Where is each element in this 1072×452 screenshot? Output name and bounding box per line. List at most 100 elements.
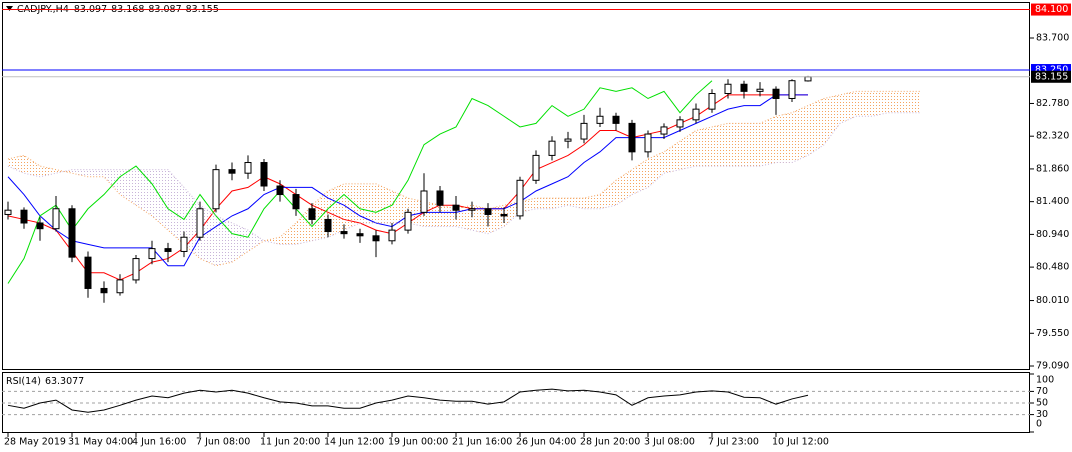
cloud-fill [344, 183, 360, 231]
cloud-fill [792, 105, 808, 163]
cloud-fill [616, 169, 632, 206]
cloud-fill [888, 91, 904, 113]
header-open: 83.097 [74, 4, 107, 15]
header-close: 83.155 [186, 4, 219, 15]
x-tick-label: 3 Jul 08:00 [644, 437, 695, 448]
y-tick-label: 30 [1036, 409, 1048, 420]
candle-body [276, 185, 284, 196]
candle-body [660, 126, 668, 135]
price-box-label: 84.100 [1035, 4, 1068, 15]
chart-header: CADJPY.,H4 83.097 83.168 83.087 83.155 [17, 4, 219, 15]
candle-body [36, 222, 44, 230]
cloud-fill [664, 141, 680, 174]
candle-body [132, 258, 140, 281]
candle-body [148, 248, 156, 260]
candle-body [308, 208, 316, 220]
x-tick-label: 31 May 04:00 [68, 437, 133, 448]
price-box [1031, 70, 1071, 83]
candle-body [420, 190, 428, 213]
cloud-fill [184, 187, 200, 259]
cloud-fill [72, 169, 88, 177]
cloud-fill [504, 201, 520, 227]
x-tick-label: 7 Jun 08:00 [196, 437, 250, 448]
candle-body [580, 122, 588, 140]
cloud-fill [904, 91, 920, 113]
candle-body [756, 88, 764, 92]
candle-body [724, 83, 732, 95]
candle-body [468, 208, 476, 211]
x-tick-label: 4 Jun 16:00 [132, 437, 186, 448]
x-tick-label: 11 Jun 20:00 [260, 437, 320, 448]
cloud-fill [408, 198, 424, 227]
cloud-fill [584, 194, 600, 209]
x-tick-label: 7 Jul 23:00 [708, 437, 759, 448]
cloud-fill [136, 169, 152, 216]
candle-body [676, 119, 684, 128]
cloud-fill [376, 183, 392, 223]
candle-body [388, 229, 396, 242]
price-box-label: 83.250 [1035, 65, 1068, 76]
x-tick-label: 10 Jul 12:00 [772, 437, 829, 448]
cloud-fill [24, 155, 40, 177]
cloud-fill [728, 123, 744, 167]
candle-body [180, 236, 188, 252]
cloud-fill [104, 169, 120, 195]
y-tick-label: 81.400 [1036, 196, 1069, 207]
cloud-fill [872, 91, 888, 117]
cloud-fill [536, 198, 552, 209]
cloud-fill [280, 222, 296, 245]
cloud-fill [232, 222, 248, 263]
cloud-fill [152, 169, 168, 231]
candle-body [596, 115, 604, 124]
cloud-fill [88, 169, 104, 177]
candle-body [20, 209, 28, 224]
x-tick-label: 28 Jun 20:00 [580, 437, 640, 448]
y-tick-label: 100 [1036, 375, 1054, 386]
cloud-fill [216, 215, 232, 266]
cloud-fill [808, 98, 824, 156]
candle-body [436, 190, 444, 206]
cloud-fill [600, 180, 616, 209]
y-tick-label: 0 [1036, 419, 1042, 430]
cloud-fill [648, 151, 664, 188]
cloud-fill [328, 183, 344, 238]
candle-body [196, 208, 204, 238]
candle-body [612, 115, 620, 124]
cloud-fill [40, 166, 56, 177]
candle-body [228, 169, 236, 174]
indicator-line [7, 80, 713, 284]
candle-body [404, 211, 412, 231]
x-tick-label: 14 Jun 12:00 [324, 437, 384, 448]
cloud-fill [712, 123, 728, 167]
cloud-fill [552, 198, 568, 209]
cloud-fill [856, 91, 872, 117]
candle-body [516, 179, 524, 217]
candle-body [532, 154, 540, 181]
y-tick-label: 82.780 [1036, 98, 1069, 109]
cloud-fill [632, 158, 648, 195]
candle-body [244, 162, 252, 174]
cloud-fill [696, 126, 712, 167]
y-tick-label: 50 [1036, 398, 1048, 409]
candle-body [116, 279, 124, 294]
senkou-span [7, 112, 920, 245]
cloud-fill [8, 155, 24, 174]
rsi-header: RSI(14) 63.3077 [6, 376, 84, 387]
cloud-fill [248, 230, 264, 252]
candle-body [292, 194, 300, 210]
cloud-fill [840, 91, 856, 124]
cloud-fill [520, 198, 536, 213]
cloud-fill [776, 112, 792, 163]
cloud-fill [296, 205, 312, 245]
candle-body [740, 83, 748, 92]
candle-body [804, 76, 812, 82]
cloud-fill [440, 205, 456, 227]
candle-body [260, 162, 268, 187]
x-tick-label: 19 Jun 00:00 [388, 437, 448, 448]
y-tick-label: 80.940 [1036, 229, 1069, 240]
candle-body [708, 93, 716, 110]
candle-body [692, 108, 700, 121]
